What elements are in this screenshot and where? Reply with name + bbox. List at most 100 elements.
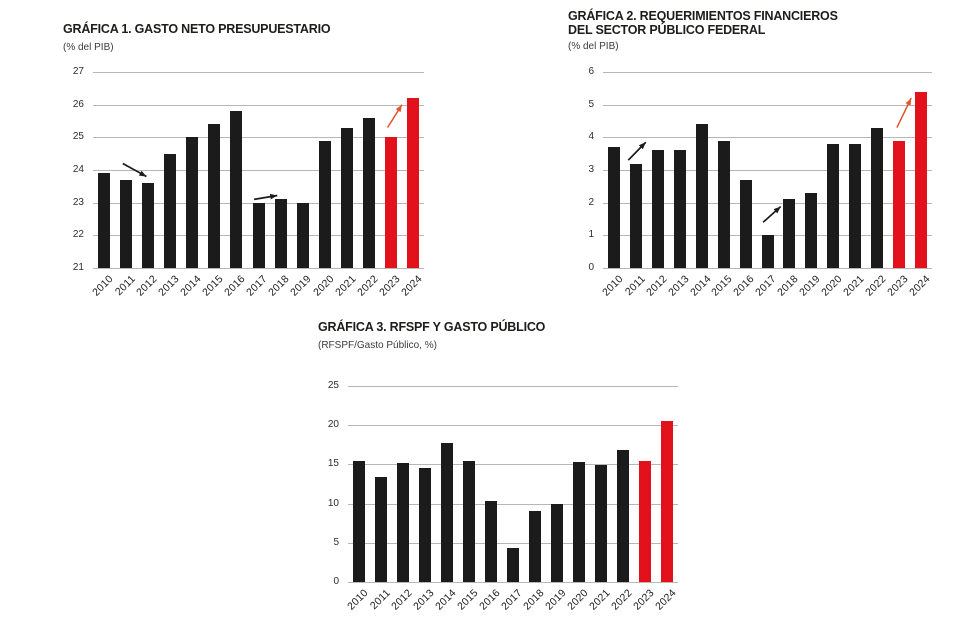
gridline <box>348 464 678 466</box>
gridline <box>93 170 424 171</box>
x-axis: 2010 2011 2012 2013 2014 2015 2016 2017 2018 2019… <box>90 268 425 320</box>
bar-2016 <box>230 111 243 268</box>
bar-2010 <box>608 147 620 268</box>
x-tick-label: 2023 <box>885 273 911 299</box>
x-tick-label: 2020 <box>310 273 337 299</box>
bar-2017 <box>507 548 519 582</box>
x-tick-label: 2016 <box>222 273 248 299</box>
y-tick-label: 6 <box>588 66 594 77</box>
y-tick-label: 23 <box>72 196 84 208</box>
bar-2022 <box>871 127 884 268</box>
y-axis: 21 22 23 24 25 26 27 <box>63 66 93 273</box>
bar-2022 <box>362 117 375 268</box>
bar-2016 <box>739 179 752 268</box>
x-tick-label: 2018 <box>266 273 293 299</box>
y-tick-label: 21 <box>72 262 84 273</box>
y-tick-label: 10 <box>327 497 339 509</box>
x-tick-label: 2012 <box>643 273 670 299</box>
bar-2011 <box>375 476 387 582</box>
chart-rfsp-federal: GRÁFICA 2. REQUERIMIENTOS FINANCIEROS DE… <box>568 9 956 320</box>
gridline <box>603 72 932 73</box>
arrow-line <box>386 104 403 128</box>
chart-rfspf-gasto-publico: GRÁFICA 3. RFSPF Y GASTO PÚBLICO (RFSPF/… <box>318 320 700 634</box>
x-tick-label: 2019 <box>288 273 315 299</box>
bar-2023 <box>639 460 651 582</box>
x-tick-label: 2021 <box>841 273 867 299</box>
x-tick-label: 2024 <box>652 587 679 613</box>
bar-2022 <box>617 449 629 582</box>
x-tick-label: 2012 <box>134 273 160 299</box>
y-tick-label: 2 <box>588 196 594 208</box>
plot-area <box>603 72 932 269</box>
bar-2017 <box>761 235 774 268</box>
bar-2017 <box>252 202 265 268</box>
x-tick-label: 2014 <box>432 587 459 613</box>
gridline <box>603 170 932 171</box>
gridline <box>603 104 932 106</box>
y-axis: 0 1 2 3 4 5 6 <box>568 66 603 273</box>
bar-2020 <box>827 143 840 268</box>
x-tick-label: 2023 <box>376 273 403 299</box>
bar-2016 <box>485 500 497 582</box>
x-tick-label: 2012 <box>388 587 415 613</box>
bar-2020 <box>318 140 331 268</box>
chart-title-line-1: GRÁFICA 2. REQUERIMIENTOS FINANCIEROS <box>568 9 838 23</box>
y-tick-label: 26 <box>72 98 84 110</box>
x-tick-label: 2016 <box>476 587 503 613</box>
x-tick-label: 2022 <box>608 587 635 613</box>
x-tick-label: 2010 <box>599 273 626 299</box>
gridline <box>348 425 678 427</box>
bar-2014 <box>695 124 708 268</box>
arrow-line <box>896 97 912 128</box>
gridline <box>348 582 678 583</box>
y-tick-label: 20 <box>327 419 339 431</box>
x-tick-label: 2020 <box>564 587 591 613</box>
chart-title: GRÁFICA 1. GASTO NETO PRESUPUESTARIO <box>63 22 331 36</box>
x-tick-label: 2017 <box>753 273 779 299</box>
bar-2012 <box>142 183 155 268</box>
arrow-line <box>762 205 782 223</box>
y-tick-label: 4 <box>588 131 594 143</box>
x-tick-label: 2014 <box>178 273 204 299</box>
gridline <box>348 386 678 387</box>
y-tick-label: 27 <box>72 66 84 77</box>
x-tick-label: 2023 <box>630 587 657 613</box>
chart-subtitle: (% del PIB) <box>568 41 619 52</box>
bar-2023 <box>893 140 906 268</box>
x-tick-label: 2021 <box>332 273 359 299</box>
plot-row: 21 22 23 24 25 26 27 <box>63 66 463 273</box>
gridline <box>93 268 424 269</box>
gridline <box>603 268 932 269</box>
x-tick-label: 2010 <box>344 587 371 613</box>
x-tick-label: 2015 <box>454 587 481 613</box>
x-tick-label: 2021 <box>586 587 613 613</box>
y-tick-label: 25 <box>72 131 84 143</box>
bar-2011 <box>629 163 642 268</box>
y-tick-label: 3 <box>588 164 594 175</box>
x-tick-label: 2018 <box>775 273 801 299</box>
bar-2015 <box>717 140 730 268</box>
bar-2013 <box>419 468 431 582</box>
x-tick-label: 2017 <box>498 587 525 613</box>
plot-area <box>93 72 424 269</box>
chart-subtitle: (RFSPF/Gasto Público, %) <box>318 340 437 351</box>
arrow-head <box>638 142 646 150</box>
x-tick-label: 2020 <box>819 273 845 299</box>
y-axis: 0 5 10 15 20 25 <box>318 380 348 587</box>
bar-2021 <box>340 127 353 268</box>
x-tick-label: 2011 <box>367 587 393 613</box>
x-tick-label: 2013 <box>410 587 437 613</box>
bar-2010 <box>353 461 365 582</box>
bar-2019 <box>805 192 818 268</box>
bar-2013 <box>164 153 177 268</box>
x-tick-label: 2011 <box>112 273 138 299</box>
x-tick-label: 2015 <box>200 273 226 299</box>
x-tick-label: 2024 <box>398 273 425 299</box>
bar-2013 <box>673 150 686 268</box>
gridline <box>603 137 932 139</box>
gridline <box>603 202 932 204</box>
bar-2024 <box>661 420 673 582</box>
bar-2012 <box>397 462 409 582</box>
bar-2014 <box>186 137 199 268</box>
bar-2014 <box>441 443 453 582</box>
